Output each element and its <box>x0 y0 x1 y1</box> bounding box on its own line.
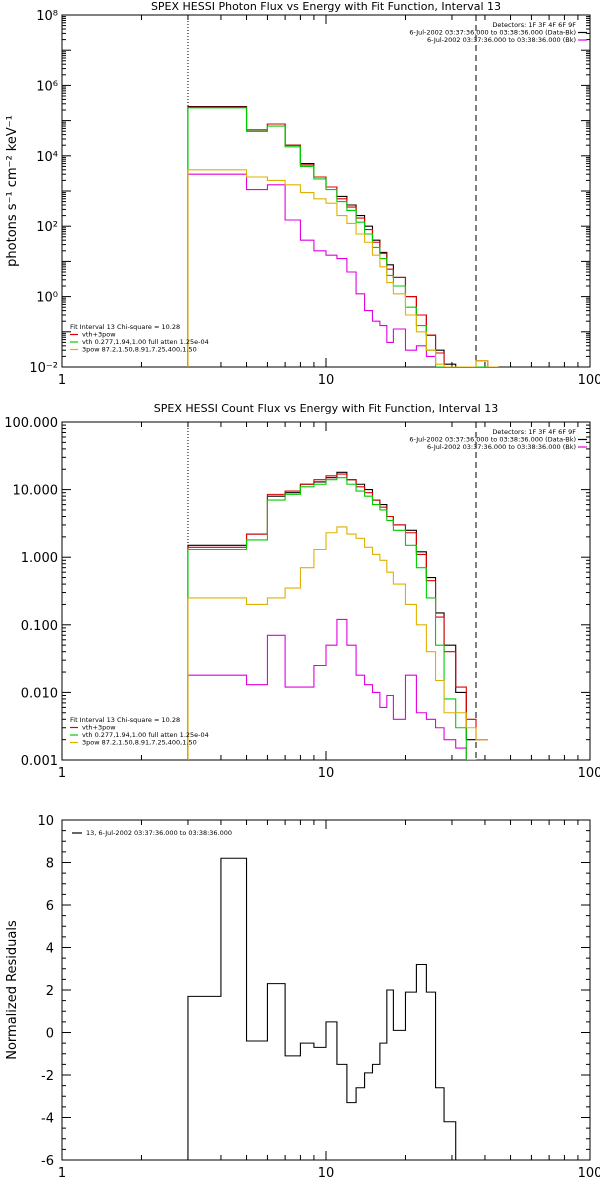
legend-top-entry: 6-Jul-2002 03:37:36.000 to 03:38:36.000 … <box>427 36 576 44</box>
y-tick-label: 2 <box>46 984 54 999</box>
x-tick-label: 10 <box>318 1166 335 1181</box>
series-line-1 <box>187 471 477 760</box>
series-line-2 <box>187 618 477 760</box>
plot-frame <box>61 14 591 368</box>
y-tick-label: 0.100 <box>21 619 58 634</box>
series-line-2 <box>187 173 488 367</box>
y-tick-label: 4 <box>46 942 54 957</box>
x-tick-label: 1 <box>58 766 66 781</box>
legend-bottom-entry: vth 0.277,1.94,1.00 full atten 1.25e-04 <box>82 731 209 739</box>
chart-panel-2: SPEX HESSI Count Flux vs Energy with Fit… <box>4 402 600 781</box>
plot-frame <box>61 819 591 1161</box>
legend-top-entry: Detectors: 1F 3F 4F 6F 9F <box>492 21 576 29</box>
series-line-3 <box>187 473 488 760</box>
legend-top-entry: 6-Jul-2002 03:37:36.000 to 03:38:36.000 … <box>427 443 576 451</box>
series-line-4 <box>187 107 488 367</box>
chart-title: SPEX HESSI Count Flux vs Energy with Fit… <box>154 402 498 415</box>
x-tick-label: 1 <box>58 1166 66 1181</box>
chart-title: SPEX HESSI Photon Flux vs Energy with Fi… <box>151 0 501 13</box>
series-line-1 <box>187 857 477 1160</box>
x-tick-label: 100 <box>578 766 600 781</box>
y-axis-label: photons s⁻¹ cm⁻² keV⁻¹ <box>5 115 20 267</box>
legend-bottom-entry: Fit Interval 13 Chi-square = 10.28 <box>70 323 180 331</box>
y-tick-label: 8 <box>46 857 54 872</box>
legend-bottom-entry: vth 0.277,1.94,1.00 full atten 1.25e-04 <box>82 338 209 346</box>
y-tick-label: -4 <box>41 1112 54 1127</box>
plot-frame <box>61 421 591 761</box>
y-tick-label: 0.010 <box>21 686 58 701</box>
chart-panel-1: SPEX HESSI Photon Flux vs Energy with Fi… <box>5 0 600 388</box>
legend-top-entry: Detectors: 1F 3F 4F 6F 9F <box>492 428 576 436</box>
y-tick-label: 10.000 <box>13 484 59 499</box>
chart-panel-3: 1 10 100 -6 -4 -2 0 2 4 6 8 10 Normalized Residuals 1… <box>5 814 600 1181</box>
series-group <box>187 471 488 760</box>
y-tick-label: 10⁶ <box>36 79 58 94</box>
y-tick-label: 0 <box>46 1027 54 1042</box>
y-tick-label: 10⁴ <box>36 150 58 165</box>
y-tick-label: 10⁻² <box>29 361 58 376</box>
series-line-5 <box>187 526 488 760</box>
series-line-1 <box>187 106 488 367</box>
y-tick-label: 0.001 <box>21 754 58 769</box>
legend-bottom-entry: vth+3pow <box>82 331 116 339</box>
y-tick-label: 10⁸ <box>36 9 58 24</box>
legend-top-entry: 6-Jul-2002 03:37:36.000 to 03:38:36.000 … <box>409 436 576 444</box>
y-tick-label: 10 <box>37 814 54 829</box>
x-tick-label: 100 <box>578 373 600 388</box>
y-axis-label: Normalized Residuals <box>5 920 20 1060</box>
x-tick-label: 10 <box>318 766 335 781</box>
legend-entry: 13, 6-Jul-2002 03:37:36.000 to 03:38:36.… <box>86 829 232 837</box>
series-line-5 <box>187 169 499 367</box>
x-tick-label: 10 <box>318 373 335 388</box>
legend-bottom-entry: Fit Interval 13 Chi-square = 10.28 <box>70 716 180 724</box>
series-group <box>187 857 477 1160</box>
legend-bottom-entry: 3pow 87.2,1.50,8.91,7.25,400,1.50 <box>82 346 197 354</box>
y-tick-label: 10² <box>36 220 58 235</box>
y-tick-label: 100.000 <box>4 416 58 431</box>
y-tick-label: -2 <box>41 1069 54 1084</box>
y-tick-label: 10⁰ <box>36 291 58 306</box>
legend-bottom-entry: 3pow 87.2,1.50,8.91,7.25,400,1.50 <box>82 739 197 747</box>
y-tick-label: 6 <box>46 899 54 914</box>
x-tick-label: 1 <box>58 373 66 388</box>
series-line-4 <box>187 477 477 760</box>
legend-bottom-entry: vth+3pow <box>82 724 116 732</box>
y-tick-label: 1.000 <box>21 551 58 566</box>
y-tick-label: -6 <box>41 1154 54 1169</box>
series-group <box>187 106 499 367</box>
legend-top-entry: 6-Jul-2002 03:37:36.000 to 03:38:36.000 … <box>409 29 576 37</box>
series-line-3 <box>187 106 499 367</box>
x-tick-label: 100 <box>578 1166 600 1181</box>
